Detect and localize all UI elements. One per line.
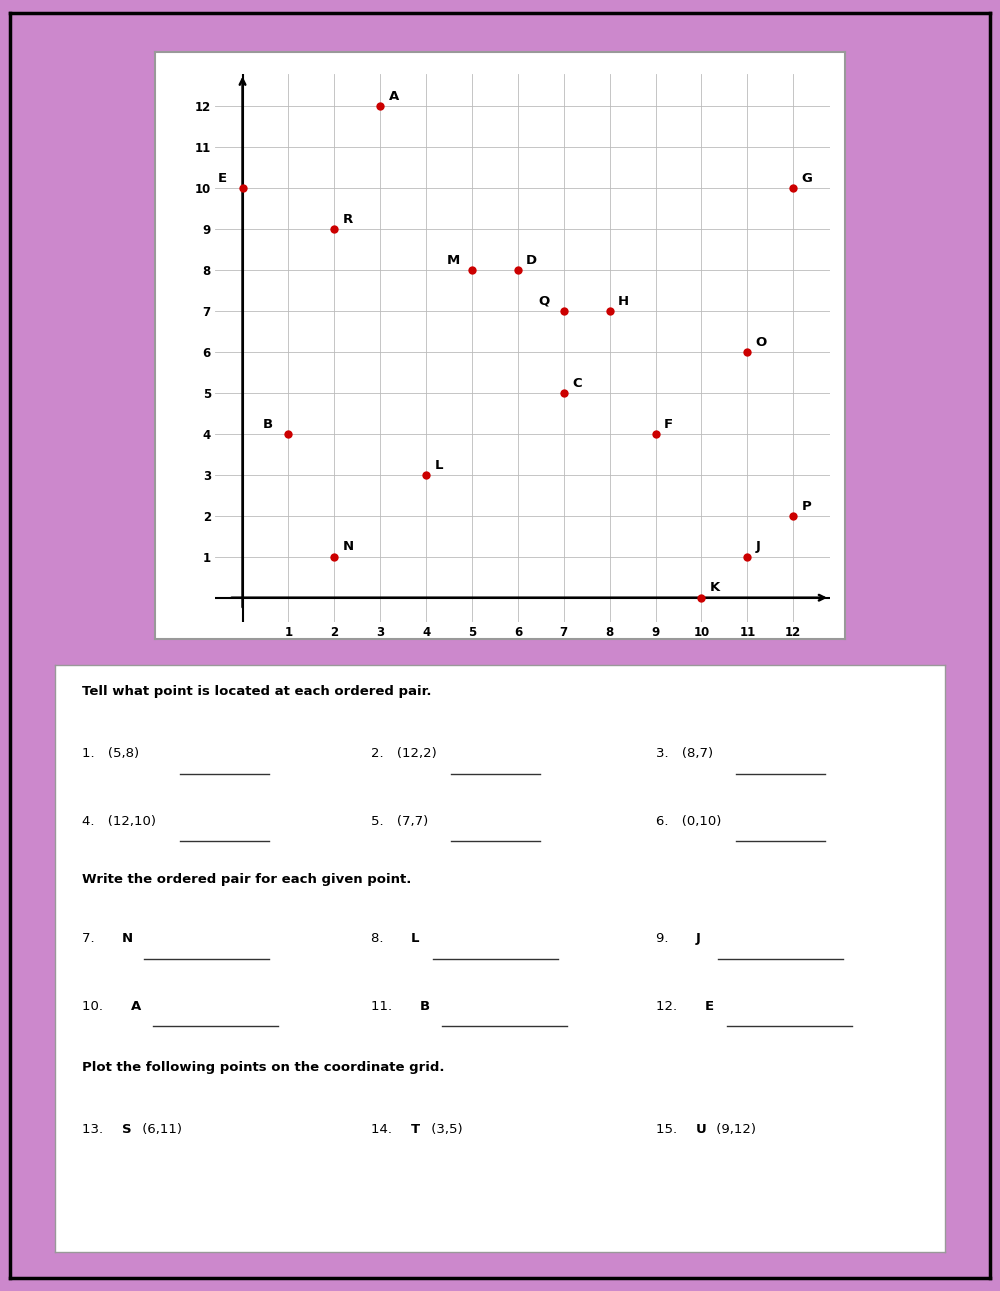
Text: 8.: 8. xyxy=(371,932,392,945)
Text: (3,5): (3,5) xyxy=(427,1123,463,1136)
Text: 10.: 10. xyxy=(82,999,111,1012)
Text: J: J xyxy=(756,541,761,554)
Text: Tell what point is located at each ordered pair.: Tell what point is located at each order… xyxy=(82,686,431,698)
Text: G: G xyxy=(802,172,812,185)
Text: 9.: 9. xyxy=(656,932,677,945)
Text: 1. (5,8): 1. (5,8) xyxy=(82,747,139,760)
Text: 12.: 12. xyxy=(656,999,685,1012)
Text: B: B xyxy=(420,999,430,1012)
Text: H: H xyxy=(618,294,629,307)
Text: 6. (0,10): 6. (0,10) xyxy=(656,815,721,828)
Text: P: P xyxy=(802,500,811,513)
Text: Plot the following points on the coordinate grid.: Plot the following points on the coordin… xyxy=(82,1061,444,1074)
Text: 15.: 15. xyxy=(656,1123,685,1136)
Text: 7.: 7. xyxy=(82,932,103,945)
Text: 13.: 13. xyxy=(82,1123,111,1136)
Text: A: A xyxy=(131,999,141,1012)
Text: E: E xyxy=(705,999,714,1012)
Text: T: T xyxy=(411,1123,420,1136)
Text: C: C xyxy=(572,377,582,390)
Text: L: L xyxy=(411,932,420,945)
Text: N: N xyxy=(122,932,133,945)
Text: U: U xyxy=(696,1123,707,1136)
Text: E: E xyxy=(217,172,226,185)
Text: Write the ordered pair for each given point.: Write the ordered pair for each given po… xyxy=(82,874,411,887)
Text: Q: Q xyxy=(539,294,550,307)
Text: 11.: 11. xyxy=(371,999,401,1012)
Text: 3. (8,7): 3. (8,7) xyxy=(656,747,713,760)
Text: S: S xyxy=(122,1123,131,1136)
Text: O: O xyxy=(756,336,767,349)
Text: R: R xyxy=(343,213,353,226)
Text: 5. (7,7): 5. (7,7) xyxy=(371,815,428,828)
Text: A: A xyxy=(388,90,399,103)
Text: 4. (12,10): 4. (12,10) xyxy=(82,815,156,828)
Text: (9,12): (9,12) xyxy=(712,1123,756,1136)
Text: K: K xyxy=(710,581,720,594)
Text: B: B xyxy=(263,417,273,431)
Text: L: L xyxy=(434,458,443,471)
Text: N: N xyxy=(343,541,354,554)
Text: J: J xyxy=(696,932,701,945)
Text: M: M xyxy=(447,254,460,267)
Text: 14.: 14. xyxy=(371,1123,400,1136)
Text: (6,11): (6,11) xyxy=(138,1123,182,1136)
Text: F: F xyxy=(664,417,673,431)
Text: 2. (12,2): 2. (12,2) xyxy=(371,747,437,760)
Text: D: D xyxy=(526,254,537,267)
